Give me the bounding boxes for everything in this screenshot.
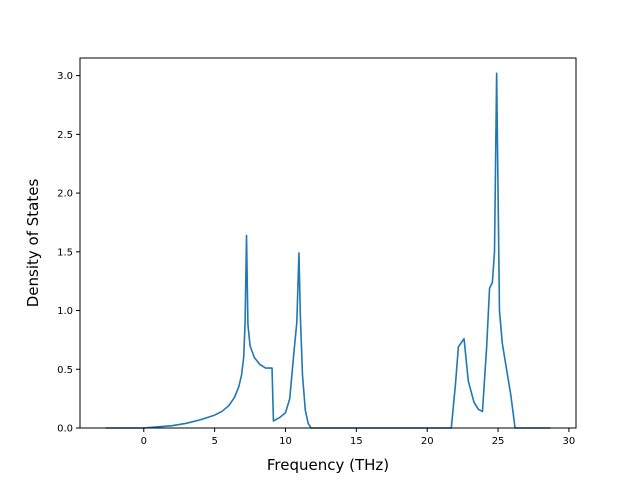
x-axis-title: Frequency (THz) (267, 456, 389, 474)
y-axis: 0.0 0.5 1.0 1.5 2.0 2.5 3.0 (57, 71, 80, 435)
y-tick-label: 2.5 (57, 130, 73, 141)
x-tick-label: 5 (211, 436, 217, 447)
y-tick-label: 0.0 (57, 424, 73, 435)
x-tick-label: 25 (492, 436, 505, 447)
x-tick-label: 30 (563, 436, 576, 447)
x-axis: 0 5 10 15 20 25 30 (141, 428, 576, 447)
x-tick-label: 10 (279, 436, 292, 447)
dos-line (105, 72, 551, 429)
y-tick-label: 0.5 (57, 365, 73, 376)
plot-background (80, 58, 576, 428)
series-layer (105, 72, 551, 429)
y-tick-label: 1.0 (57, 306, 73, 317)
y-tick-label: 2.0 (57, 189, 73, 200)
x-tick-label: 20 (421, 436, 434, 447)
y-tick-label: 3.0 (57, 71, 73, 82)
y-tick-label: 1.5 (57, 247, 73, 258)
x-tick-label: 15 (350, 436, 363, 447)
plot-frame (79, 57, 577, 429)
y-axis-title: Density of States (24, 179, 42, 308)
x-tick-label: 0 (141, 436, 147, 447)
